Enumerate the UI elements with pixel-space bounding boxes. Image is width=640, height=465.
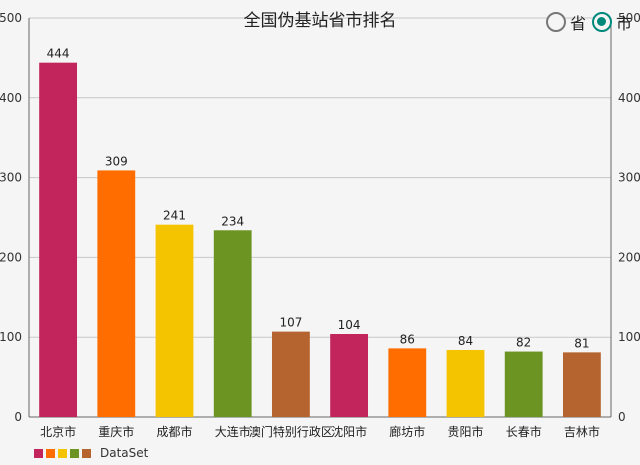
y-tick-label-left: 300 (0, 171, 22, 185)
radio-city-label: 市 (615, 14, 632, 33)
y-tick-label-right: 500 (618, 11, 640, 25)
legend-label: DataSet (100, 446, 149, 460)
y-tick-label-right: 100 (618, 330, 640, 344)
bar (388, 348, 427, 417)
bar (330, 334, 369, 417)
y-tick-label-left: 200 (0, 250, 22, 264)
x-tick-label: 北京市 (40, 424, 76, 439)
legend-swatch (82, 448, 91, 458)
bar (155, 224, 194, 417)
data-label: 86 (400, 332, 415, 346)
level-radio-group[interactable]: 省 市 (545, 10, 632, 34)
data-label: 81 (574, 336, 589, 350)
x-tick-label: 廊坊市 (389, 424, 425, 439)
y-tick-label-right: 200 (618, 250, 640, 264)
data-label: 241 (163, 209, 186, 223)
data-label: 107 (279, 316, 302, 330)
bar (562, 352, 601, 417)
radio-province[interactable]: 省 (545, 10, 586, 34)
bar (504, 351, 543, 417)
data-label: 309 (105, 154, 128, 168)
y-tick-label-right: 300 (618, 171, 640, 185)
bar (446, 349, 485, 417)
legend-swatch (70, 448, 79, 458)
bar (39, 62, 78, 418)
x-tick-label: 吉林市 (564, 424, 600, 439)
y-tick-label-left: 100 (0, 330, 22, 344)
chart-title: 全国伪基站省市排名 (243, 11, 397, 31)
x-tick-label: 重庆市 (98, 424, 134, 439)
bar (97, 170, 136, 417)
x-tick-label: 大连市 (215, 424, 251, 439)
legend-swatch (46, 448, 55, 458)
radio-city[interactable]: 市 (591, 10, 632, 34)
x-tick-label: 长春市 (506, 424, 542, 439)
bar (271, 331, 310, 417)
data-label: 444 (47, 47, 70, 61)
chart-legend: DataSet (34, 446, 148, 460)
legend-swatch (34, 448, 43, 458)
legend-swatch (58, 448, 67, 458)
radio-province-label: 省 (569, 14, 586, 33)
data-label: 234 (221, 214, 244, 228)
y-tick-label-left: 400 (0, 91, 22, 105)
bar (213, 230, 252, 417)
x-tick-label: 沈阳市 (331, 424, 367, 439)
x-tick-label: 澳门特别行政区 (249, 424, 333, 439)
x-tick-label: 成都市 (156, 424, 192, 439)
y-tick-label-left: 500 (0, 11, 22, 25)
x-tick-label: 贵阳市 (447, 424, 483, 439)
data-label: 82 (516, 336, 531, 350)
data-label: 84 (458, 334, 473, 348)
radio-province-circle[interactable] (545, 12, 566, 32)
y-tick-label-left: 0 (14, 410, 22, 424)
radio-city-circle[interactable] (591, 12, 612, 32)
y-tick-label-right: 400 (618, 91, 640, 105)
y-tick-label-right: 0 (618, 410, 626, 424)
data-label: 104 (338, 318, 361, 332)
